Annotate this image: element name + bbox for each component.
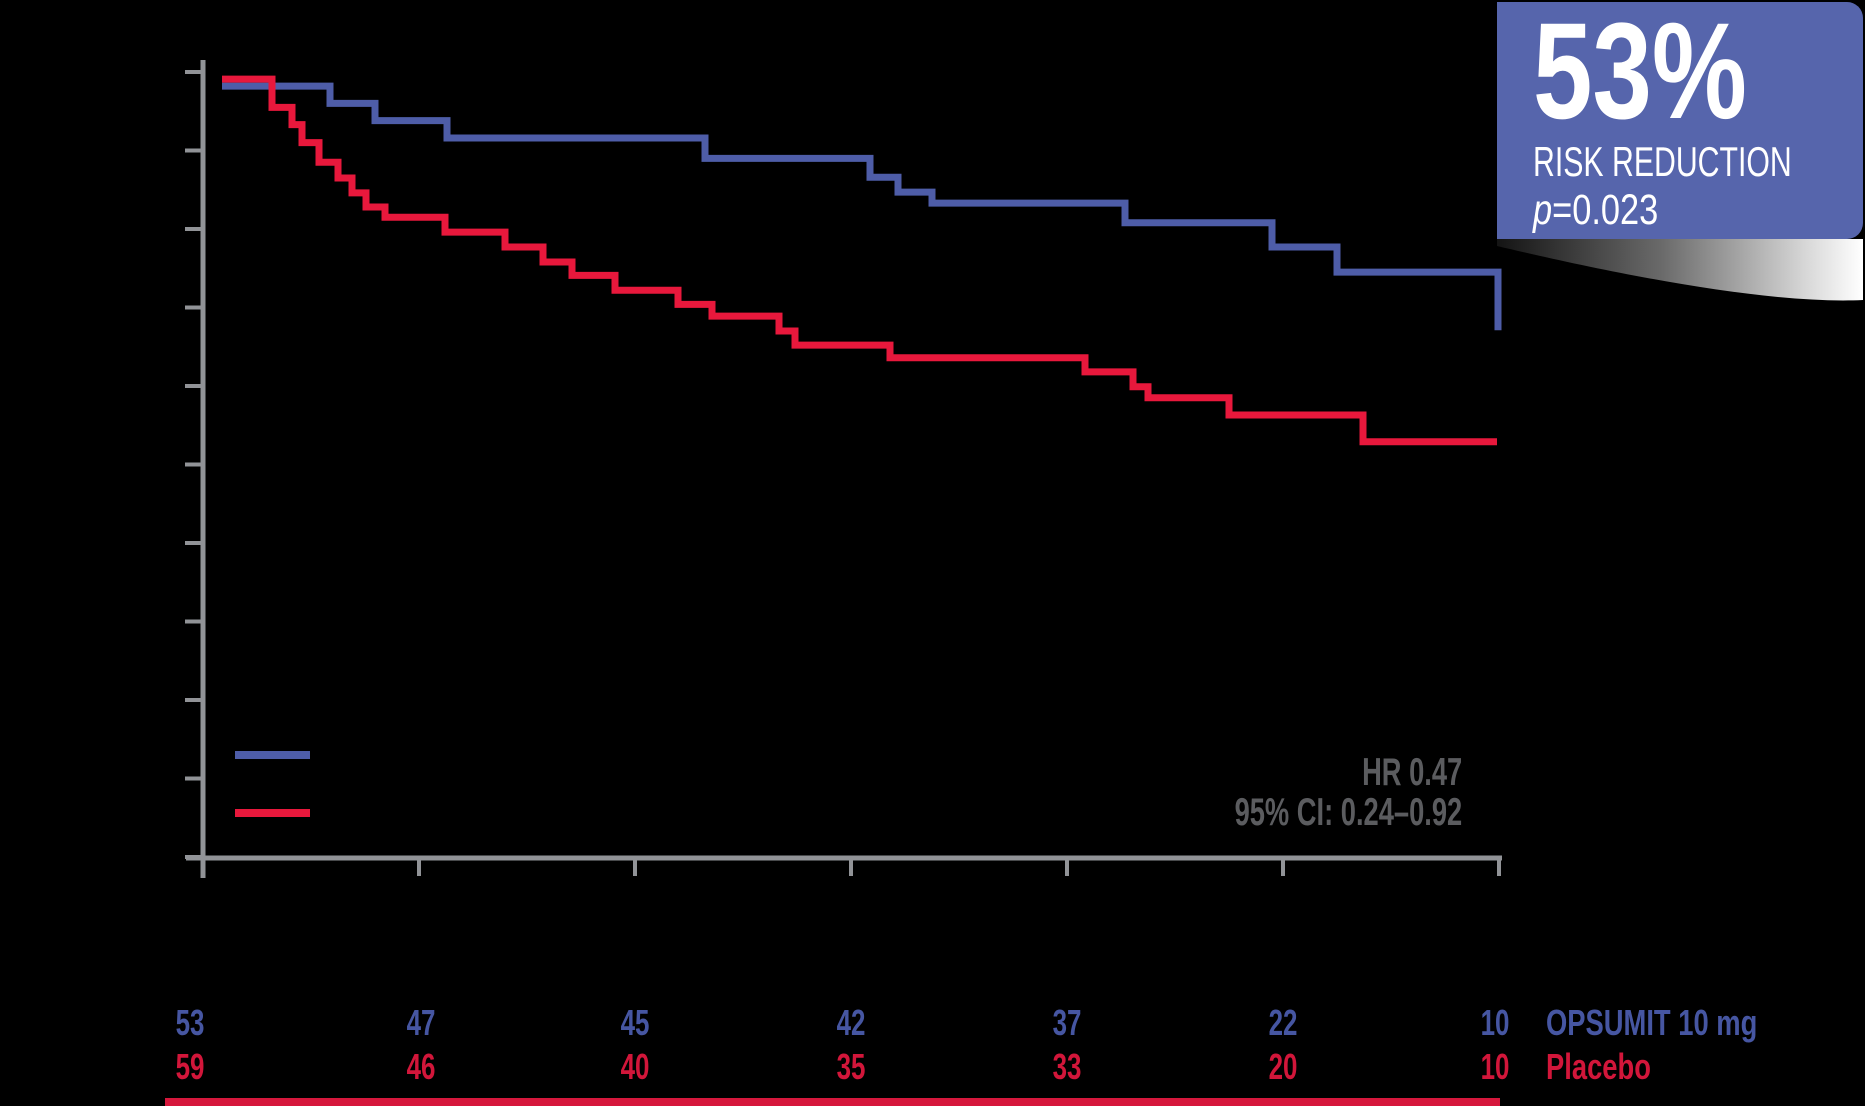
risk-value: 40 — [620, 1046, 650, 1087]
opsumit-curve — [222, 82, 1502, 331]
footer-red-bar — [165, 1098, 1500, 1106]
risk-value: 47 — [406, 1002, 436, 1043]
risk-value: 59 — [175, 1046, 205, 1087]
badge-shadow — [1497, 239, 1863, 301]
badge-label: RISK REDUCTION — [1533, 138, 1792, 185]
risk-value: 10 — [1480, 1002, 1510, 1043]
badge-p-value: p=0.023 — [1533, 189, 1797, 232]
risk-value: 53 — [175, 1002, 205, 1043]
hr-line: HR 0.47 — [1361, 751, 1462, 794]
placebo-curve — [222, 75, 1497, 446]
hr-annotation: HR 0.47 95% CI: 0.24–0.92 — [1234, 753, 1462, 833]
risk-value: 46 — [406, 1046, 436, 1087]
risk-reduction-badge: 53% RISK REDUCTION p=0.023 — [1497, 2, 1863, 239]
risk-value: 45 — [620, 1002, 650, 1043]
risk-value: 10 — [1480, 1046, 1510, 1087]
risk-value: 37 — [1052, 1002, 1082, 1043]
badge-p-symbol: p — [1533, 186, 1553, 234]
ci-line: 95% CI: 0.24–0.92 — [1234, 791, 1462, 834]
risk-value: 22 — [1268, 1002, 1298, 1043]
risk-value: 20 — [1268, 1046, 1298, 1087]
risk-row-label: OPSUMIT 10 mg — [1546, 1002, 1758, 1043]
risk-value: 42 — [836, 1002, 866, 1043]
badge-percent: 53% — [1533, 0, 1747, 148]
risk-value: 35 — [836, 1046, 866, 1087]
risk-row-label: Placebo — [1546, 1046, 1651, 1087]
badge-p-number: =0.023 — [1552, 186, 1659, 234]
risk-value: 33 — [1052, 1046, 1082, 1087]
